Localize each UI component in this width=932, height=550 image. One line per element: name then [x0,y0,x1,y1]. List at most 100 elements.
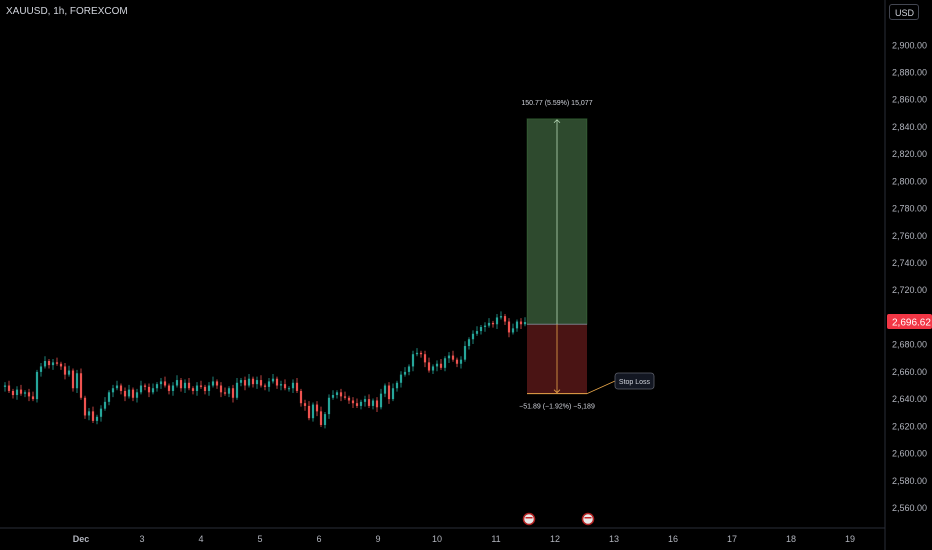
candle-body [147,386,151,393]
candle-body [495,317,499,325]
candle-body [383,385,387,394]
candle-body [439,363,443,368]
candle-body [359,401,363,406]
candle-body [415,352,419,355]
price-tick-label: 2,560.00 [892,503,927,513]
candle-body [111,388,115,393]
candle-body [83,397,87,416]
stop-arrow-head [553,389,561,394]
candle-body [399,374,403,383]
candle-body [491,322,495,325]
candle-body [207,385,211,391]
candle-body [343,396,347,398]
candle-body [107,392,111,402]
currency-selector[interactable]: USD [889,4,919,20]
candle-body [479,326,483,332]
candle-body [475,331,479,334]
candle-body [143,385,147,387]
price-tick-label: 2,640.00 [892,394,927,404]
candle-body [227,388,231,394]
candle-body [515,321,519,329]
time-tick-label: 3 [139,534,144,544]
candle-body [203,386,207,391]
candle-body [367,399,371,406]
candle-body [119,385,123,391]
candle-body [231,388,235,398]
stop-tag: Stop Loss [619,379,651,386]
price-axis[interactable]: 2,560.00 2,580.00 2,600.00 2,620.00 2,640.00… [892,40,927,513]
candle-body [303,403,307,406]
candles-group [3,311,527,429]
flag-stripe [584,517,592,519]
us-flag-event-icon[interactable] [581,512,595,526]
price-tick-label: 2,720.00 [892,285,927,295]
candle-body [335,392,339,396]
candle-body [163,381,167,386]
current-price-badge-box [887,314,932,330]
stop-tag-box[interactable] [614,372,655,390]
candle-body [211,381,215,386]
price-tick-label: 2,740.00 [892,258,927,268]
target-label: 150.77 (5.59%) 15,077 [521,100,592,107]
candle-body [435,363,439,367]
candle-body [315,404,319,412]
price-tick-label: 2,860.00 [892,95,927,105]
candle-body [171,385,175,391]
candle-body [287,388,291,390]
candle-body [95,416,99,421]
candle-body [151,388,155,393]
time-tick-label: 18 [786,534,796,544]
time-tick-label: Dec [73,534,90,544]
time-tick-label: 9 [375,534,380,544]
price-tick-label: 2,580.00 [892,476,927,486]
price-tick-label: 2,600.00 [892,449,927,459]
candle-body [47,361,51,366]
price-tick-label: 2,840.00 [892,122,927,132]
flag-stripe [525,517,533,519]
candle-body [339,392,343,397]
time-tick-label: 10 [432,534,442,544]
time-axis[interactable]: Dec 3 4 5 6 9 10 11 12 13 16 17 18 19 [73,534,855,544]
candle-body [15,389,19,396]
price-tick-label: 2,780.00 [892,204,927,214]
time-tick-label: 6 [316,534,321,544]
candle-body [243,380,247,386]
candle-body [55,362,59,364]
candle-body [327,397,331,415]
candle-body [155,384,159,389]
candle-body [391,388,395,400]
candle-body [3,385,7,387]
candle-body [471,333,475,340]
candle-body [467,339,471,347]
price-tick-label: 2,760.00 [892,231,927,241]
price-tick-label: 2,680.00 [892,340,927,350]
event-markers[interactable] [522,512,595,526]
candle-body [91,411,95,421]
candle-body [263,385,267,387]
symbol-title[interactable]: XAUUSD, 1h, FOREXCOM [6,6,128,17]
current-price-badge: 2,696.62 [887,314,932,330]
price-tick-label: 2,880.00 [892,67,927,77]
candle-body [159,381,163,385]
price-tick-label: 2,620.00 [892,421,927,431]
candle-body [51,362,55,366]
candle-body [299,390,303,404]
candle-body [499,316,503,318]
candle-body [23,392,27,394]
candle-body [179,380,183,389]
us-flag-event-icon[interactable] [522,512,536,526]
candle-body [251,378,255,385]
candle-body [283,384,287,389]
long-position-tool[interactable]: 150.77 (5.59%) 15,077 −51.89 (−1.92%) −5… [519,100,655,411]
price-tick-label: 2,800.00 [892,176,927,186]
candle-body [39,366,43,372]
candle-body [67,370,71,375]
time-tick-label: 12 [550,534,560,544]
price-tick-label: 2,660.00 [892,367,927,377]
candle-body [323,414,327,425]
candle-body [347,397,351,401]
candle-body [431,366,435,371]
candle-body [483,325,487,327]
time-tick-label: 4 [198,534,203,544]
